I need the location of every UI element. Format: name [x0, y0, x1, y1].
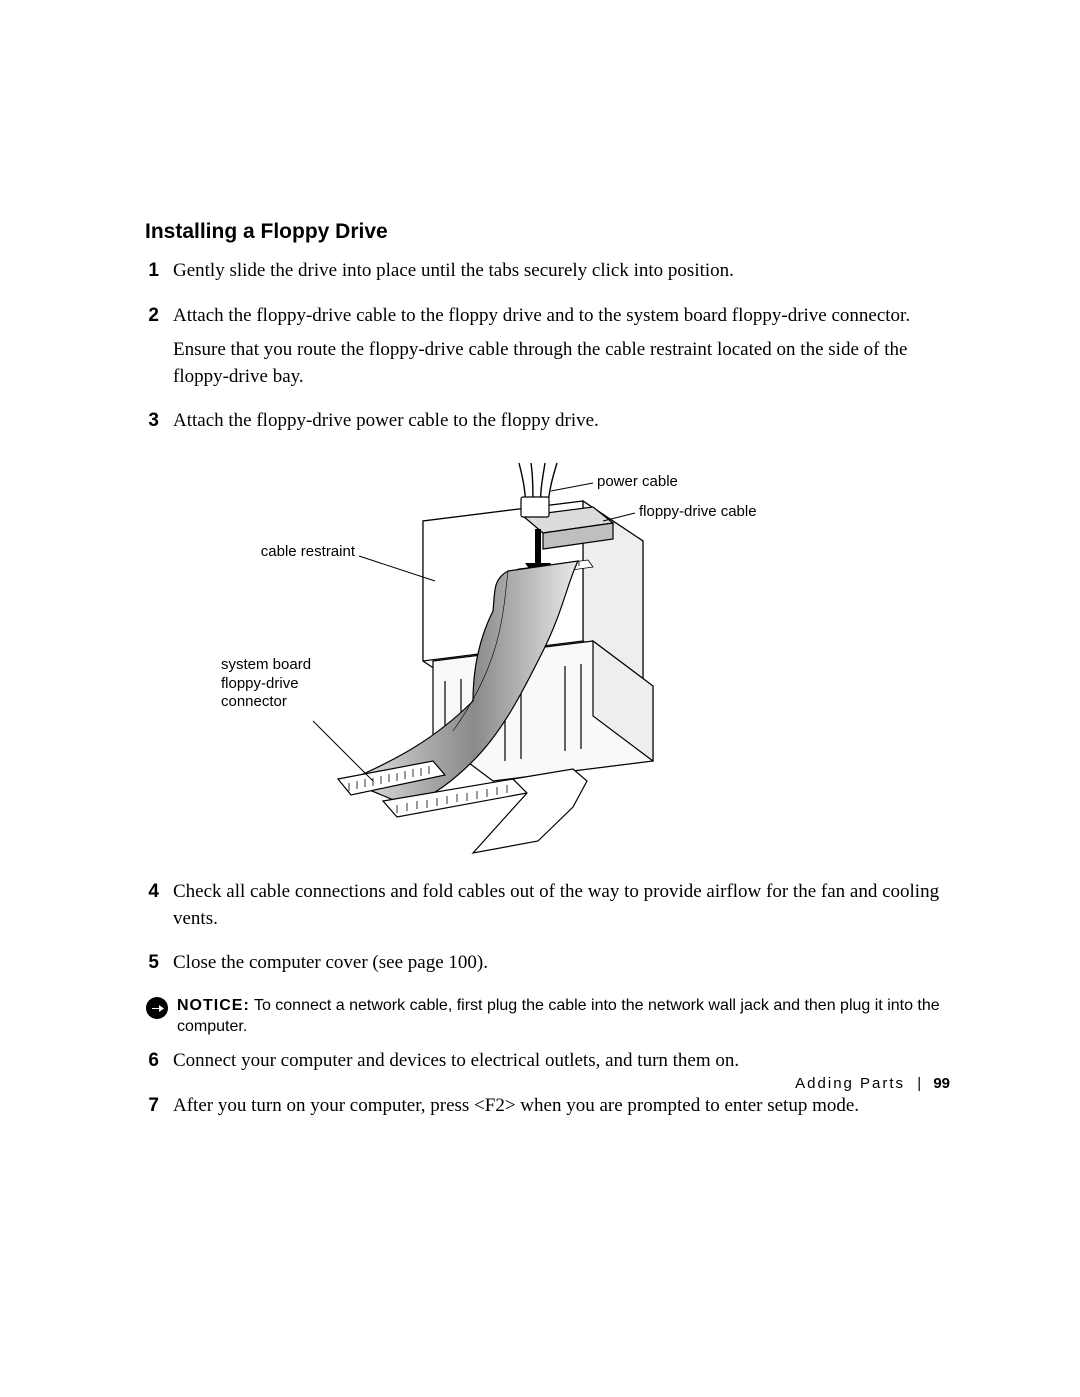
- floppy-drive-diagram: power cable floppy-drive cable cable res…: [173, 461, 953, 861]
- notice: NOTICE: To connect a network cable, firs…: [145, 995, 955, 1038]
- step-4: 4 Check all cable connections and fold c…: [145, 879, 955, 940]
- notice-text: NOTICE: To connect a network cable, firs…: [177, 995, 955, 1038]
- step-text: Check all cable connections and fold cab…: [173, 879, 955, 940]
- step-number: 1: [145, 258, 173, 293]
- step-text: Close the computer cover (see page 100).: [173, 950, 955, 985]
- step-7: 7 After you turn on your computer, press…: [145, 1093, 955, 1128]
- step-text: Attach the floppy-drive cable to the flo…: [173, 303, 955, 399]
- step-number: 5: [145, 950, 173, 985]
- step-list: 1 Gently slide the drive into place unti…: [145, 258, 955, 443]
- page-footer: Adding Parts | 99: [795, 1075, 950, 1092]
- step-number: 6: [145, 1048, 173, 1083]
- step-text: After you turn on your computer, press <…: [173, 1093, 955, 1128]
- notice-icon: [145, 996, 169, 1020]
- callout-cable-restraint: cable restraint: [255, 543, 355, 562]
- step-number: 3: [145, 408, 173, 443]
- callout-connector: system board floppy-drive connector: [221, 656, 321, 712]
- callout-power-cable: power cable: [597, 473, 678, 492]
- step-number: 4: [145, 879, 173, 940]
- page-content: Installing a Floppy Drive 1 Gently slide…: [145, 220, 955, 1137]
- step-5: 5 Close the computer cover (see page 100…: [145, 950, 955, 985]
- step-3: 3 Attach the floppy-drive power cable to…: [145, 408, 955, 443]
- footer-separator: |: [917, 1075, 921, 1092]
- step-1: 1 Gently slide the drive into place unti…: [145, 258, 955, 293]
- footer-section: Adding Parts: [795, 1075, 905, 1092]
- step-2: 2 Attach the floppy-drive cable to the f…: [145, 303, 955, 399]
- step-number: 2: [145, 303, 173, 399]
- notice-label: NOTICE:: [177, 997, 250, 1014]
- step-text: Attach the floppy-drive power cable to t…: [173, 408, 955, 443]
- callout-floppy-cable: floppy-drive cable: [639, 503, 757, 522]
- step-number: 7: [145, 1093, 173, 1128]
- section-heading: Installing a Floppy Drive: [145, 220, 955, 244]
- step-text: Gently slide the drive into place until …: [173, 258, 955, 293]
- step-list-continued: 4 Check all cable connections and fold c…: [145, 879, 955, 985]
- footer-page-number: 99: [933, 1075, 950, 1092]
